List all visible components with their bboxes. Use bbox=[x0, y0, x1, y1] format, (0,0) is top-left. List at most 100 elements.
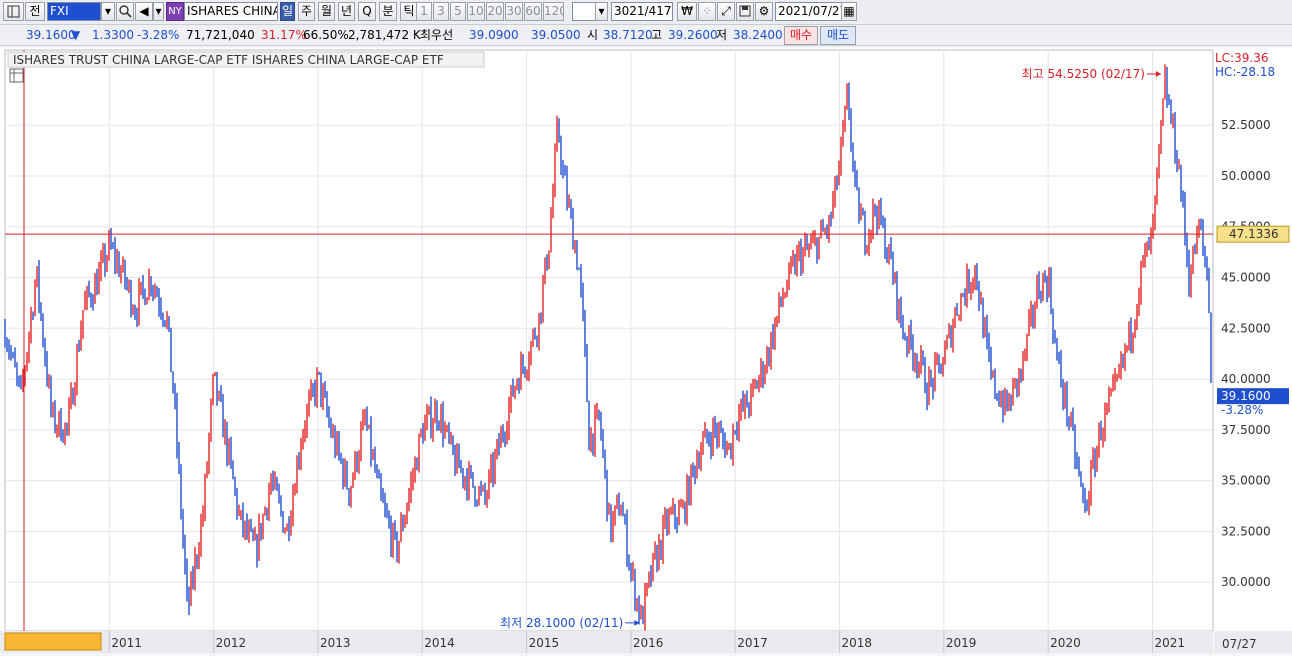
gear-icon[interactable]: ⚙ bbox=[755, 2, 773, 21]
y-tick-label: 30.0000 bbox=[1221, 575, 1271, 589]
x-axis-bar bbox=[0, 631, 1213, 653]
crosshair-price-box: 47.1336 bbox=[1216, 225, 1290, 243]
vertical-gridlines bbox=[108, 50, 1153, 631]
scroll-thumb[interactable] bbox=[4, 632, 102, 651]
max-annotation: 최고 54.5250 (02/17) bbox=[1022, 67, 1145, 81]
ask-value: 39.0500 bbox=[531, 28, 581, 42]
tools-icon[interactable]: ⤢ bbox=[717, 2, 735, 21]
volume-ratio: 31.17% bbox=[261, 28, 307, 42]
table-icon[interactable] bbox=[9, 68, 24, 83]
period-tab[interactable]: 월 bbox=[318, 2, 335, 21]
search-icon[interactable] bbox=[116, 2, 134, 21]
high-label: 고 bbox=[651, 28, 663, 42]
quote-bar: 39.1600 ▼ 1.3300 -3.28% 71,721,040 31.17… bbox=[0, 25, 1292, 46]
x-tick-label: 2021 bbox=[1154, 636, 1185, 650]
layout-icon[interactable] bbox=[3, 2, 24, 21]
crosshair-price-bg bbox=[1216, 225, 1290, 243]
price-value: 39.1600 bbox=[26, 28, 76, 42]
period-tab[interactable]: Q bbox=[358, 2, 376, 21]
x-tick-label: 2016 bbox=[633, 636, 664, 650]
hc-label: HC:-28.18 bbox=[1215, 65, 1275, 79]
y-tick-label: 50.0000 bbox=[1221, 169, 1271, 183]
x-tick-label: 2015 bbox=[529, 636, 560, 650]
y-tick-label: 35.0000 bbox=[1221, 474, 1271, 488]
volume-value: 71,721,040 bbox=[186, 28, 255, 42]
change-value: 1.3300 bbox=[92, 28, 134, 42]
x-tick-label: 2014 bbox=[424, 636, 455, 650]
x-tick-label: 2020 bbox=[1050, 636, 1081, 650]
layout-icon-glyph bbox=[7, 5, 20, 18]
high-value: 39.2600 bbox=[668, 28, 718, 42]
grid-icon[interactable]: ⁘ bbox=[698, 2, 716, 21]
interval-tab[interactable]: 3 bbox=[433, 2, 449, 21]
interval-tab[interactable]: 120 bbox=[543, 2, 564, 21]
down-arrow-icon: ▼ bbox=[71, 28, 81, 42]
low-label: 저 bbox=[716, 28, 728, 42]
x-tick-label: 2018 bbox=[842, 636, 873, 650]
symbol-dropdown-icon[interactable]: ▾ bbox=[101, 2, 115, 21]
y-axis-labels: 52.500050.000047.500045.000042.500040.00… bbox=[1221, 118, 1271, 589]
sell-button[interactable]: 매도 bbox=[820, 26, 856, 45]
change-percent: -3.28% bbox=[137, 28, 180, 42]
currency-icon[interactable]: ₩ bbox=[677, 2, 697, 21]
stock-name-field[interactable]: ISHARES CHINA bbox=[184, 2, 278, 21]
y-tick-label: 52.5000 bbox=[1221, 118, 1271, 132]
min-annotation: 최저 28.1000 (02/11) bbox=[500, 616, 623, 630]
interval-tab[interactable]: 10 bbox=[467, 2, 485, 21]
x-end-label: 07/27 bbox=[1222, 637, 1257, 651]
period-tab[interactable]: 일 bbox=[280, 2, 295, 21]
bid-label: 최우선 bbox=[420, 28, 454, 42]
chart-area[interactable]: 52.500050.000047.500045.000042.500040.00… bbox=[0, 48, 1292, 653]
low-value: 38.2400 bbox=[733, 28, 783, 42]
y-tick-label: 45.0000 bbox=[1221, 271, 1271, 285]
open-value: 38.7120 bbox=[603, 28, 653, 42]
interval-tab[interactable]: 60 bbox=[524, 2, 542, 21]
horizontal-gridlines bbox=[5, 124, 1213, 583]
y-tick-label: 37.5000 bbox=[1221, 423, 1271, 437]
legend-box bbox=[7, 51, 485, 68]
save-icon-glyph bbox=[739, 5, 751, 17]
y-tick-label: 40.0000 bbox=[1221, 372, 1271, 386]
prev-button[interactable]: 전 bbox=[25, 2, 45, 21]
data-count-field[interactable]: 3021/4178 bbox=[611, 2, 673, 21]
plot-frame bbox=[4, 49, 1214, 632]
y-tick-label: 42.5000 bbox=[1221, 321, 1271, 335]
interval-tab[interactable]: 5 bbox=[450, 2, 466, 21]
amount-value: 2,781,472 K bbox=[348, 28, 421, 42]
current-price-bg bbox=[1217, 388, 1289, 405]
current-price-box: 39.1600 -3.28% bbox=[1217, 388, 1289, 417]
interval-tab[interactable]: 20 bbox=[486, 2, 504, 21]
date-field[interactable]: 2021/07/27 bbox=[775, 2, 843, 21]
interval-tab[interactable]: 30 bbox=[505, 2, 523, 21]
x-axis-corner bbox=[1214, 631, 1292, 653]
x-tick-label: 2012 bbox=[216, 636, 247, 650]
volume-ratio-2: 66.50% bbox=[303, 28, 349, 42]
price-series bbox=[4, 64, 1212, 631]
price-chart[interactable]: 52.500050.000047.500045.000042.500040.00… bbox=[0, 48, 1292, 653]
interval-dropdown-icon[interactable]: ▾ bbox=[595, 2, 608, 21]
speaker-icon[interactable]: ◀ bbox=[135, 2, 153, 21]
open-label: 시 bbox=[587, 28, 599, 42]
y-tick-label: 32.5000 bbox=[1221, 524, 1271, 538]
save-icon[interactable] bbox=[736, 2, 754, 21]
min-arrow-head bbox=[634, 619, 640, 626]
speaker-dropdown-icon[interactable]: ▾ bbox=[153, 2, 164, 21]
period-tab[interactable]: 주 bbox=[298, 2, 315, 21]
exchange-badge: NY bbox=[166, 2, 184, 21]
chart-title: ISHARES TRUST CHINA LARGE-CAP ETF ISHARE… bbox=[13, 53, 444, 67]
current-price: 39.1600 bbox=[1221, 389, 1271, 403]
buy-button[interactable]: 매수 bbox=[784, 26, 818, 45]
interval-tab[interactable]: 1 bbox=[416, 2, 432, 21]
bid-value: 39.0900 bbox=[469, 28, 519, 42]
x-tick-label: 2011 bbox=[111, 636, 142, 650]
max-arrow-icon bbox=[1146, 71, 1161, 78]
min-arrow-icon bbox=[625, 619, 640, 626]
calendar-icon[interactable]: ▦ bbox=[841, 2, 857, 21]
x-tick-label: 2013 bbox=[320, 636, 351, 650]
period-tab[interactable]: 분 bbox=[379, 2, 397, 21]
symbol-input[interactable]: FXI bbox=[47, 2, 101, 21]
period-tab[interactable]: 년 bbox=[338, 2, 355, 21]
current-percent: -3.28% bbox=[1221, 403, 1263, 417]
x-tick-label: 2017 bbox=[737, 636, 768, 650]
